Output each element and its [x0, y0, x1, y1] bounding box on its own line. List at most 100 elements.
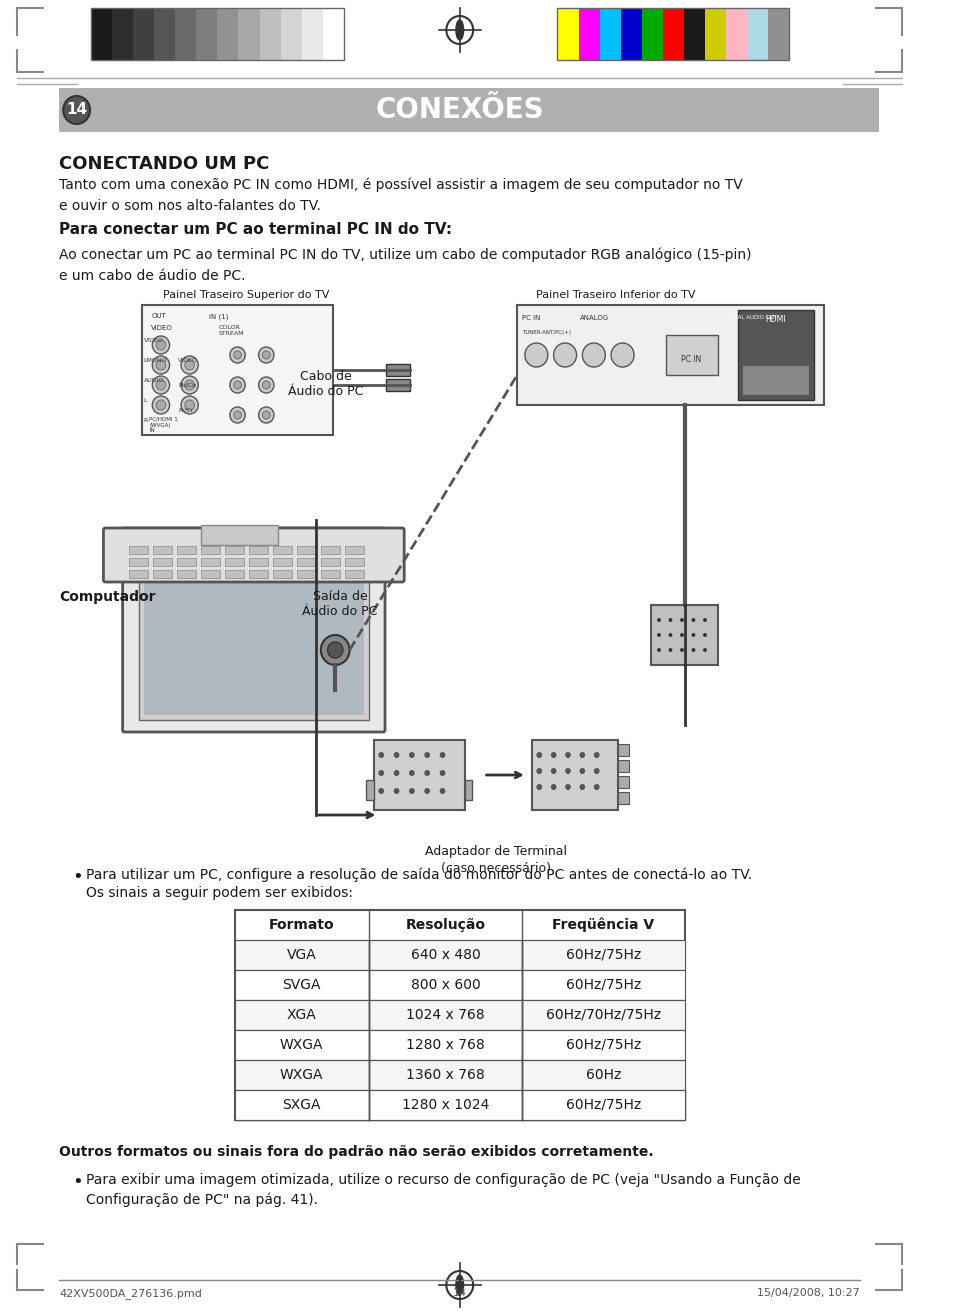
Text: Adaptador de Terminal
(caso necessário): Adaptador de Terminal (caso necessário)	[424, 845, 566, 875]
Circle shape	[258, 347, 274, 363]
Circle shape	[680, 647, 684, 651]
Circle shape	[394, 788, 399, 794]
Bar	[91, 8, 344, 61]
Bar	[386, 365, 410, 376]
Bar	[662, 8, 684, 61]
Bar	[297, 546, 316, 554]
Circle shape	[525, 343, 548, 367]
Circle shape	[668, 633, 672, 637]
Circle shape	[409, 751, 415, 758]
Text: Cabo de
Áudio do PC: Cabo de Áudio do PC	[288, 370, 363, 397]
Text: 60Hz/75Hz: 60Hz/75Hz	[565, 978, 641, 992]
Circle shape	[554, 343, 577, 367]
Circle shape	[580, 784, 586, 790]
Bar	[273, 558, 292, 566]
Circle shape	[153, 396, 170, 415]
Circle shape	[156, 400, 166, 411]
Bar	[297, 570, 316, 578]
Bar	[154, 546, 173, 554]
Text: 1280 x 1024: 1280 x 1024	[401, 1098, 489, 1112]
Text: •: •	[72, 869, 83, 886]
Bar	[345, 558, 364, 566]
Circle shape	[153, 376, 170, 393]
Circle shape	[580, 769, 586, 774]
Circle shape	[691, 647, 695, 651]
Text: 1360 x 768: 1360 x 768	[406, 1069, 485, 1082]
Circle shape	[551, 784, 557, 790]
Bar	[234, 909, 684, 1120]
Circle shape	[440, 751, 445, 758]
Bar	[641, 8, 662, 61]
Text: Painel Traseiro Inferior do TV: Painel Traseiro Inferior do TV	[537, 290, 696, 300]
Bar	[558, 8, 579, 61]
Text: Outros formatos ou sinais fora do padrão não serão exibidos corretamente.: Outros formatos ou sinais fora do padrão…	[60, 1145, 654, 1159]
Text: VIDEO: VIDEO	[144, 337, 163, 342]
Circle shape	[691, 619, 695, 622]
Circle shape	[229, 407, 245, 422]
Bar	[139, 540, 369, 720]
Text: 800 x 600: 800 x 600	[411, 978, 480, 992]
Bar	[130, 570, 149, 578]
Circle shape	[378, 770, 384, 776]
Circle shape	[565, 769, 571, 774]
Circle shape	[703, 633, 707, 637]
Bar	[202, 558, 220, 566]
Bar	[249, 570, 268, 578]
Text: Computador: Computador	[60, 590, 156, 604]
Bar	[130, 558, 149, 566]
Text: VGA: VGA	[287, 948, 317, 962]
Text: Saída de
Áudio do PC: Saída de Áudio do PC	[302, 590, 377, 619]
Circle shape	[565, 784, 571, 790]
Text: PC IN: PC IN	[682, 355, 702, 365]
Bar	[705, 8, 726, 61]
Circle shape	[321, 636, 349, 665]
Text: AUDIO: AUDIO	[144, 378, 164, 383]
Bar	[234, 1059, 684, 1090]
Text: •: •	[72, 1173, 83, 1191]
Bar	[280, 8, 301, 61]
Bar	[345, 546, 364, 554]
Bar	[747, 8, 768, 61]
Text: Painel Traseiro Superior do TV: Painel Traseiro Superior do TV	[163, 290, 329, 300]
Circle shape	[409, 788, 415, 794]
Circle shape	[594, 784, 600, 790]
Circle shape	[185, 400, 195, 411]
Bar	[155, 8, 176, 61]
Circle shape	[262, 411, 270, 418]
FancyBboxPatch shape	[123, 528, 385, 732]
Bar	[249, 546, 268, 554]
Text: 1280 x 768: 1280 x 768	[406, 1038, 485, 1051]
Bar	[176, 8, 197, 61]
Bar	[178, 546, 197, 554]
Bar	[112, 8, 133, 61]
Circle shape	[424, 770, 430, 776]
Bar	[234, 940, 684, 970]
Circle shape	[378, 751, 384, 758]
Bar	[579, 8, 600, 61]
Circle shape	[594, 751, 600, 758]
Text: R: R	[144, 417, 148, 422]
Bar	[321, 546, 340, 554]
Circle shape	[233, 382, 241, 390]
Circle shape	[551, 751, 557, 758]
Text: Resolução: Resolução	[405, 919, 486, 932]
Text: 60Hz/75Hz: 60Hz/75Hz	[565, 1038, 641, 1051]
Text: Pr/Cr: Pr/Cr	[179, 408, 193, 412]
Text: 1024 x 768: 1024 x 768	[406, 1008, 485, 1023]
Bar	[618, 744, 630, 755]
Bar	[618, 761, 630, 772]
Text: WXGA: WXGA	[280, 1038, 324, 1051]
Bar	[259, 8, 280, 61]
Circle shape	[156, 380, 166, 390]
Circle shape	[233, 351, 241, 359]
Text: IN (1): IN (1)	[209, 313, 228, 320]
Text: HDMI: HDMI	[765, 315, 786, 324]
Text: Os sinais a seguir podem ser exibidos:: Os sinais a seguir podem ser exibidos:	[86, 886, 353, 900]
Circle shape	[156, 361, 166, 370]
Ellipse shape	[456, 20, 464, 39]
Circle shape	[680, 633, 684, 637]
Text: 60Hz/70Hz/75Hz: 60Hz/70Hz/75Hz	[546, 1008, 661, 1023]
Bar	[202, 570, 220, 578]
Text: CONECTANDO UM PC: CONECTANDO UM PC	[60, 155, 270, 172]
Bar	[142, 305, 333, 436]
